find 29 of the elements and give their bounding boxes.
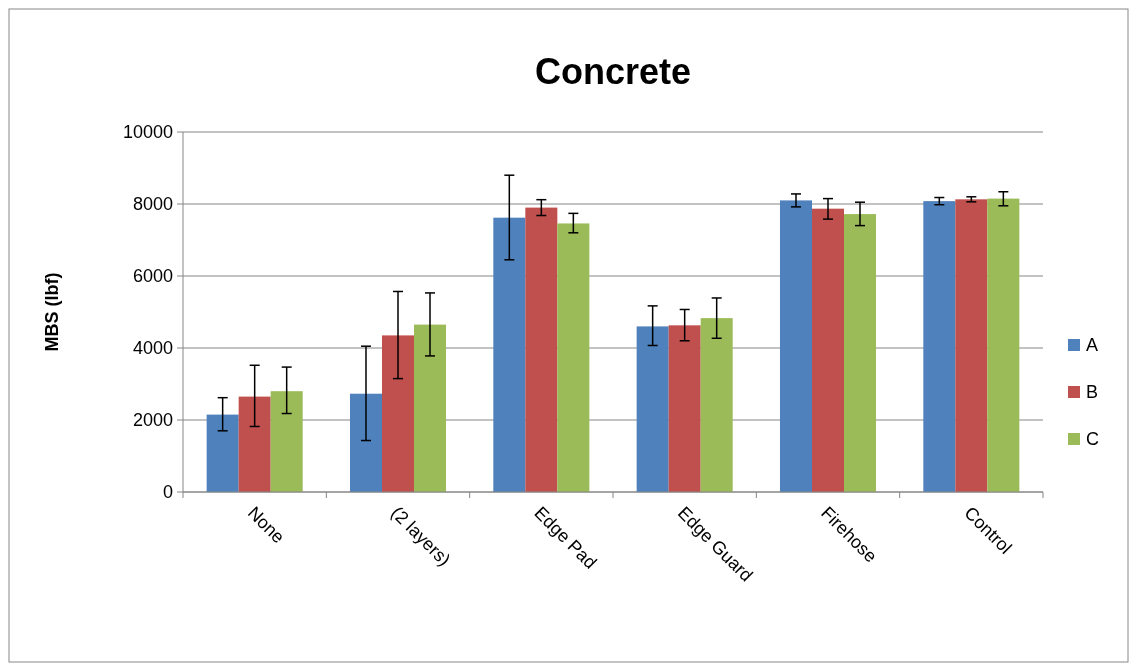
bar — [414, 324, 447, 492]
bar — [349, 393, 382, 492]
bar — [700, 318, 733, 492]
chart-title: Concrete — [534, 51, 692, 92]
y-tick-label: 0 — [162, 482, 173, 503]
y-axis-title: MBS (lbf) — [42, 272, 62, 352]
bar — [493, 217, 526, 492]
bar — [238, 396, 271, 492]
bar — [668, 325, 701, 492]
bar — [525, 207, 558, 492]
y-tick-label: 6000 — [132, 266, 173, 287]
bar — [811, 208, 845, 492]
bar — [270, 391, 303, 492]
bar — [636, 326, 669, 492]
bar — [844, 214, 877, 492]
y-tick-label: 4000 — [132, 338, 173, 359]
legend-label: C — [1086, 429, 1099, 450]
bar — [987, 198, 1020, 492]
y-tick-label: 2000 — [132, 410, 173, 431]
y-tick-label: 8000 — [132, 194, 173, 215]
bar — [557, 223, 590, 492]
bar — [206, 414, 239, 492]
bar — [955, 199, 988, 492]
bar — [381, 335, 415, 492]
legend-label: B — [1086, 382, 1099, 403]
y-tick-label: 10000 — [122, 122, 173, 143]
bar — [923, 201, 956, 492]
legend-label: A — [1086, 335, 1099, 356]
bar — [779, 200, 812, 492]
